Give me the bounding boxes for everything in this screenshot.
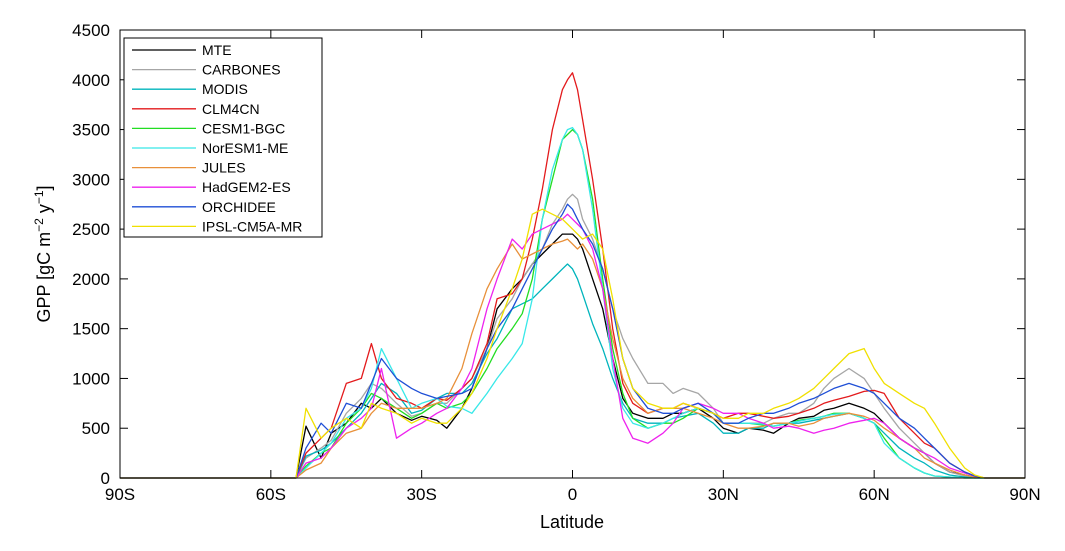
y-tick-label: 0 xyxy=(101,469,110,488)
x-tick-label: 30N xyxy=(708,485,739,504)
legend-label-mte: MTE xyxy=(202,42,232,58)
y-tick-label: 4000 xyxy=(72,71,110,90)
legend-label-jules: JULES xyxy=(202,160,246,176)
y-label-mid: y xyxy=(34,204,54,218)
y-tick-label: 500 xyxy=(82,419,110,438)
y-label-main: GPP [gC m xyxy=(34,232,54,323)
legend: MTE CARBONES MODIS CLM4CN CESM1-BGC NorESM1-M… xyxy=(123,37,323,238)
series-lines xyxy=(120,72,1025,479)
legend-label-ipsl-cm5a-mr: IPSL-CM5A-MR xyxy=(202,218,302,234)
y-tick-label: 1000 xyxy=(72,369,110,388)
y-tick-label: 1500 xyxy=(72,320,110,339)
series-line-noresm1-me xyxy=(120,126,1025,479)
legend-label-modis: MODIS xyxy=(202,81,248,97)
x-tick-label: 60S xyxy=(256,485,286,504)
legend-label-cesm1-bgc: CESM1-BGC xyxy=(202,120,285,136)
y-label-exp1: −2 xyxy=(32,218,46,232)
y-axis: 0 500 1000 1500 2000 2500 3000 3500 4000 4500 xyxy=(72,21,1025,488)
legend-label-clm4cn: CLM4CN xyxy=(202,101,260,117)
y-axis-label: GPP [gC m−2 y−1] xyxy=(32,185,54,322)
x-tick-label: 60N xyxy=(859,485,890,504)
series-line-mte xyxy=(120,233,1025,479)
series-line-hadgem2-es xyxy=(120,213,1025,479)
x-axis-label: Latitude xyxy=(540,512,604,532)
legend-label-noresm1-me: NorESM1-ME xyxy=(202,140,288,156)
series-line-jules xyxy=(120,238,1025,479)
legend-label-hadgem2-es: HadGEM2-ES xyxy=(202,179,291,195)
series-line-ipsl-cm5a-mr xyxy=(120,208,1025,479)
legend-label-orchidee: ORCHIDEE xyxy=(202,199,276,215)
series-line-carbones xyxy=(120,193,1025,479)
y-tick-label: 3000 xyxy=(72,170,110,189)
y-tick-label: 3500 xyxy=(72,121,110,140)
y-tick-label: 2000 xyxy=(72,270,110,289)
y-tick-label: 2500 xyxy=(72,220,110,239)
x-tick-label: 90N xyxy=(1009,485,1040,504)
legend-box xyxy=(123,37,323,238)
x-tick-label: 90S xyxy=(105,485,135,504)
x-axis: 90S 60S 30S 0 30N 60N 90N xyxy=(105,30,1041,504)
x-tick-label: 0 xyxy=(568,485,577,504)
x-tick-label: 30S xyxy=(407,485,437,504)
y-label-end: ] xyxy=(34,185,54,190)
y-tick-label: 4500 xyxy=(72,21,110,40)
legend-label-carbones: CARBONES xyxy=(202,62,281,78)
y-label-exp2: −1 xyxy=(32,190,46,204)
